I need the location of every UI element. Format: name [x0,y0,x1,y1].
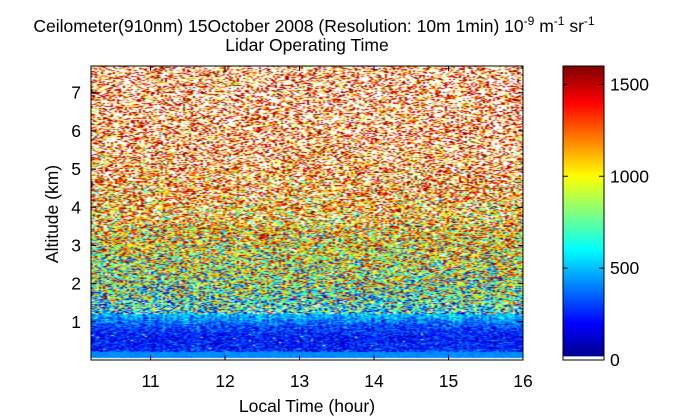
title-exponent-3: -1 [584,14,595,28]
x-axis-label: Local Time (hour) [239,396,375,416]
colorbar-ticks: 0 500 1000 1500 [563,74,649,370]
y-tick-label: 3 [71,235,81,255]
colorbar-gradient [562,65,605,361]
x-tick-label: 14 [364,371,384,391]
plot-frame [90,65,524,361]
y-tick-label: 4 [71,197,81,217]
heatmap-image [91,66,523,360]
x-tick-label: 16 [513,371,532,391]
x-tick-label: 15 [439,371,458,391]
y-axis-ticks: 1 2 3 4 5 6 7 [71,83,523,332]
x-axis-ticks: 11 12 13 14 15 16 [142,66,533,391]
y-tick-label: 1 [71,312,81,332]
y-tick-label: 2 [71,274,81,294]
title-exponent-2: -1 [554,14,565,28]
colorbar-tick-label: 500 [610,258,639,278]
x-tick-label: 12 [215,371,234,391]
y-tick-label: 5 [71,159,81,179]
title-unit-m: m [534,16,553,36]
x-tick-label: 13 [290,371,309,391]
plot-area [90,65,524,361]
y-axis-label: Altitude (km) [42,165,62,263]
y-tick-label: 6 [71,121,81,141]
title-exponent-1: -9 [524,14,535,28]
x-tick-label: 11 [142,371,160,391]
title-main: Ceilometer(910nm) 15October 2008 (Resolu… [33,16,524,36]
colorbar-tick-label: 1000 [610,166,649,186]
chart-subtitle: Lidar Operating Time [225,35,388,55]
chart-title: Ceilometer(910nm) 15October 2008 (Resolu… [33,14,594,36]
y-tick-label: 7 [71,83,81,103]
title-unit-sr: sr [564,16,584,36]
colorbar-tick-label: 0 [610,350,620,370]
colorbar-tick-label: 1500 [610,74,649,94]
colorbar [562,65,605,361]
